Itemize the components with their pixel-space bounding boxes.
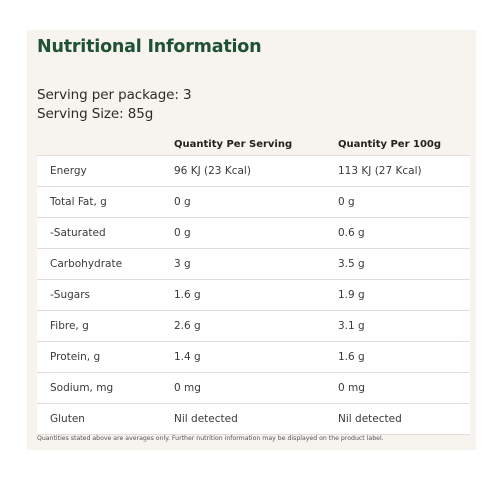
per-serving-value: 3 g <box>174 248 338 280</box>
per-100g-value: 0 mg <box>338 372 470 404</box>
nutrition-panel: Nutritional Information Serving per pack… <box>27 30 476 450</box>
table-row: Sodium, mg 0 mg 0 mg <box>37 372 470 404</box>
serving-size: Serving Size: 85g <box>37 106 154 122</box>
per-serving-value: 1.4 g <box>174 341 338 373</box>
nutrient-name: Gluten <box>37 403 174 435</box>
page-title: Nutritional Information <box>37 37 262 57</box>
header-nutrient <box>37 133 174 156</box>
per-100g-value: 113 KJ (27 Kcal) <box>338 155 470 187</box>
table-row: Protein, g 1.4 g 1.6 g <box>37 341 470 373</box>
nutrient-name: -Sugars <box>37 279 174 311</box>
nutrient-name: Sodium, mg <box>37 372 174 404</box>
table-header-row: Quantity Per Serving Quantity Per 100g <box>37 133 470 156</box>
per-serving-value: 2.6 g <box>174 310 338 342</box>
nutrient-name: Fibre, g <box>37 310 174 342</box>
per-serving-value: 0 g <box>174 186 338 218</box>
per-100g-value: 3.1 g <box>338 310 470 342</box>
nutrient-name: Total Fat, g <box>37 186 174 218</box>
per-100g-value: 1.9 g <box>338 279 470 311</box>
nutrient-name: -Saturated <box>37 217 174 249</box>
table-row: Energy 96 KJ (23 Kcal) 113 KJ (27 Kcal) <box>37 155 470 187</box>
per-100g-value: Nil detected <box>338 403 470 435</box>
per-serving-value: Nil detected <box>174 403 338 435</box>
per-serving-value: 1.6 g <box>174 279 338 311</box>
nutrient-name: Energy <box>37 155 174 187</box>
table-row: Fibre, g 2.6 g 3.1 g <box>37 310 470 342</box>
serving-per-package: Serving per package: 3 <box>37 87 192 103</box>
per-serving-value: 96 KJ (23 Kcal) <box>174 155 338 187</box>
per-serving-value: 0 g <box>174 217 338 249</box>
nutrient-name: Protein, g <box>37 341 174 373</box>
nutrient-name: Carbohydrate <box>37 248 174 280</box>
table-row: -Sugars 1.6 g 1.9 g <box>37 279 470 311</box>
per-100g-value: 3.5 g <box>338 248 470 280</box>
footnote: Quantities stated above are averages onl… <box>37 435 384 442</box>
per-100g-value: 1.6 g <box>338 341 470 373</box>
table-row: -Saturated 0 g 0.6 g <box>37 217 470 249</box>
per-100g-value: 0 g <box>338 186 470 218</box>
table-row: Gluten Nil detected Nil detected <box>37 403 470 435</box>
per-serving-value: 0 mg <box>174 372 338 404</box>
header-per-100g: Quantity Per 100g <box>338 138 442 150</box>
header-per-serving: Quantity Per Serving <box>174 138 293 150</box>
nutrition-table: Quantity Per Serving Quantity Per 100g E… <box>37 133 470 435</box>
table-row: Carbohydrate 3 g 3.5 g <box>37 248 470 280</box>
per-100g-value: 0.6 g <box>338 217 470 249</box>
table-row: Total Fat, g 0 g 0 g <box>37 186 470 218</box>
